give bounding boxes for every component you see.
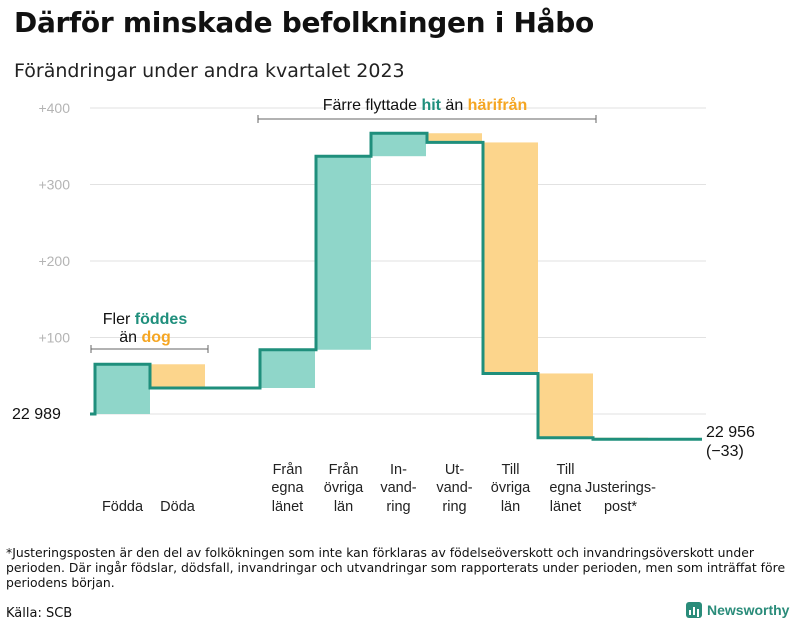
source-label: Källa: SCB <box>6 606 73 621</box>
y-tick-label: +100 <box>38 330 70 346</box>
bar <box>260 349 315 388</box>
running-total-line <box>90 131 702 441</box>
category-label: övriga <box>324 480 364 496</box>
y-tick-label: +200 <box>38 253 70 269</box>
bar <box>538 373 593 438</box>
page-title: Därför minskade befolkningen i Håbo <box>14 6 594 39</box>
category-label: egna <box>549 480 582 496</box>
category-label: vand- <box>380 480 416 496</box>
bar <box>483 142 538 374</box>
category-label: Ut- <box>445 462 465 478</box>
bar-chart-icon <box>686 602 702 618</box>
migration-annotation: Färre flyttade hit än härifrån <box>323 96 528 114</box>
y-axis-tick-labels: +100 +200 +300 +400 <box>38 100 70 346</box>
category-label: län <box>334 499 353 515</box>
category-label: länet <box>550 499 581 515</box>
brand-logo: Newsworthy <box>686 602 789 618</box>
bar <box>150 364 205 388</box>
category-label: län <box>501 499 520 515</box>
category-label: egna <box>271 480 304 496</box>
category-label: ring <box>442 499 466 515</box>
category-label: Födda <box>102 499 144 515</box>
bar <box>316 156 371 350</box>
end-value-label: 22 956 <box>706 424 755 441</box>
category-label: Till <box>557 462 575 478</box>
bar <box>95 364 150 414</box>
bar <box>427 133 482 143</box>
category-label: ring <box>386 499 410 515</box>
births-annotation-line2: än dog <box>119 329 171 346</box>
end-change-label: (−33) <box>706 443 744 460</box>
category-label: post* <box>604 499 637 515</box>
brand-name: Newsworthy <box>707 602 790 618</box>
page-subtitle: Förändringar under andra kvartalet 2023 <box>14 60 405 82</box>
births-annotation-line1: Fler föddes <box>103 311 188 328</box>
start-value-label: 22 989 <box>12 406 61 423</box>
category-label: länet <box>272 499 303 515</box>
category-label: Döda <box>160 499 196 515</box>
category-label: vand- <box>436 480 472 496</box>
y-tick-label: +400 <box>38 100 70 116</box>
category-label: Till <box>502 462 520 478</box>
category-label: In- <box>390 462 407 478</box>
bars <box>95 133 648 440</box>
category-label: Från <box>329 462 359 478</box>
footnote: *Justeringsposten är den del av folkökni… <box>6 545 786 590</box>
category-label: Justerings- <box>585 480 656 496</box>
bar <box>371 133 426 157</box>
gridlines <box>90 107 706 415</box>
y-tick-label: +300 <box>38 177 70 193</box>
category-label: övriga <box>491 480 531 496</box>
waterfall-chart: +100+200+300+400 Födda DödaFrånegnalänetF… <box>12 96 755 515</box>
category-labels: Födda Döda Från egna länet Från övriga län In-va… <box>102 462 656 515</box>
category-label: Från <box>273 462 303 478</box>
